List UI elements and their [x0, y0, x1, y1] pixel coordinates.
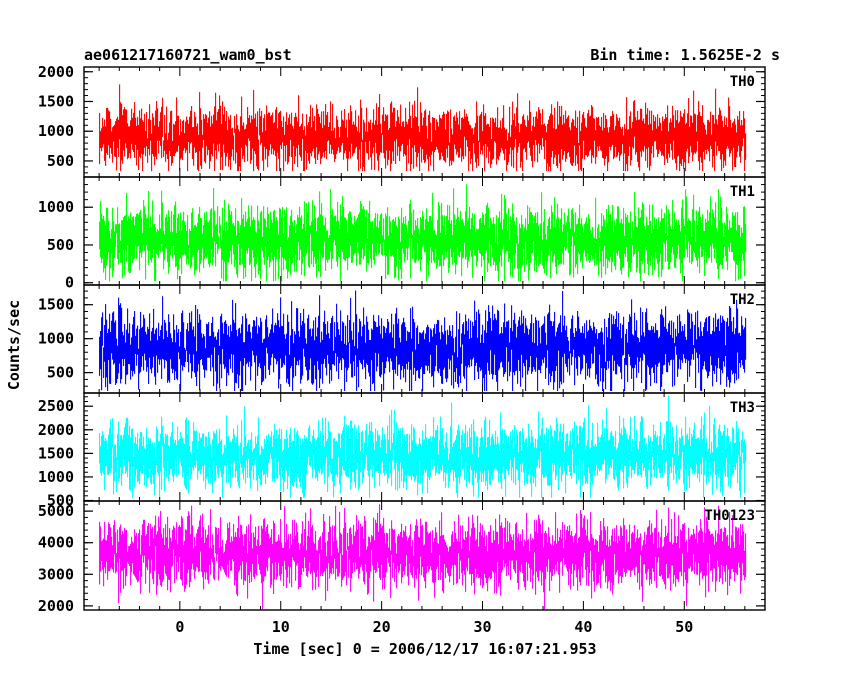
- bin-time-label: Bin time: 1.5625E-2 s: [590, 46, 780, 64]
- x-tick-label: 0: [175, 618, 184, 636]
- x-tick-label: 40: [574, 618, 592, 636]
- series-th2-line: [99, 290, 747, 391]
- x-tick-label: 20: [373, 618, 391, 636]
- series-th1-line: [99, 184, 747, 282]
- y-tick-label: 1500: [38, 296, 74, 314]
- panel-label-th0: TH0: [730, 74, 755, 90]
- series-th0123-line: [99, 504, 747, 610]
- y-tick-label: 1500: [38, 92, 74, 110]
- y-tick-label: 0: [65, 274, 74, 292]
- y-tick-label: 1000: [38, 468, 74, 486]
- y-tick-label: 2000: [38, 421, 74, 439]
- series-th0-line: [99, 84, 747, 172]
- chart-title: ae061217160721_wam0_bst: [84, 46, 292, 64]
- panel-label-th2: TH2: [730, 292, 755, 308]
- y-tick-label: 500: [47, 236, 74, 254]
- panels-group: 500 1000 1500 2000 TH0 0 500 1000 TH1 500 1000 1500…: [38, 63, 766, 615]
- panel-label-th1: TH1: [730, 184, 755, 200]
- x-axis: 0 10 20 30 40 50: [175, 618, 693, 636]
- x-tick-label: 10: [272, 618, 290, 636]
- y-tick-label: 500: [47, 364, 74, 382]
- y-tick-label: 1000: [38, 198, 74, 216]
- panel-th0: 500 1000 1500 2000 TH0: [38, 63, 766, 178]
- y-tick-label: 1500: [38, 444, 74, 462]
- x-tick-label: 30: [473, 618, 491, 636]
- y-tick-label: 1000: [38, 122, 74, 140]
- y-tick-label: 3000: [38, 565, 74, 583]
- x-tick-label: 50: [675, 618, 693, 636]
- panel-th3: 500 1000 1500 2000 2500 TH3: [38, 392, 766, 510]
- y-axis-title: Counts/sec: [5, 300, 23, 390]
- series-th3-line: [99, 395, 747, 498]
- y-tick-label: 2000: [38, 63, 74, 81]
- panel-th1: 0 500 1000 TH1: [38, 176, 766, 292]
- y-tick-label: 500: [47, 152, 74, 170]
- x-axis-title: Time [sec] 0 = 2006/12/17 16:07:21.953: [253, 640, 596, 658]
- y-tick-label: 500: [47, 492, 74, 510]
- y-tick-label: 1000: [38, 330, 74, 348]
- panel-label-th3: TH3: [730, 400, 755, 416]
- y-tick-label: 2500: [38, 397, 74, 415]
- y-tick-label: 5000: [38, 502, 74, 520]
- panel-label-th0123: TH0123: [704, 508, 755, 524]
- panel-th2: 500 1000 1500 TH2: [38, 284, 766, 394]
- y-tick-label: 4000: [38, 534, 74, 552]
- panel-th0123: 2000 3000 4000 5000 TH0123: [38, 500, 766, 615]
- y-tick-label: 2000: [38, 597, 74, 615]
